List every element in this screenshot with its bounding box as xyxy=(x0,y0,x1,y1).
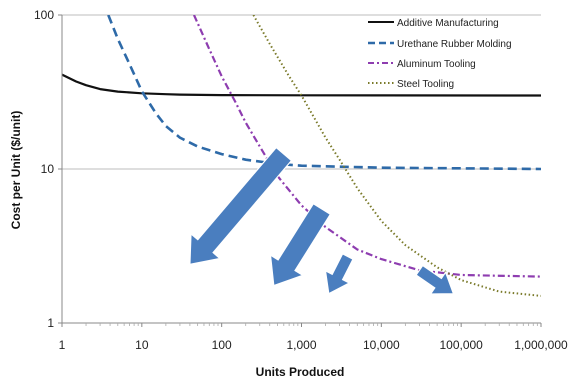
x-tick-label: 1 xyxy=(59,338,66,352)
legend-label-urethane-rubber-molding: Urethane Rubber Molding xyxy=(397,39,512,50)
series-line-aluminum-tooling xyxy=(192,15,541,278)
y-axis-title: Cost per Unit ($/unit) xyxy=(9,111,23,230)
series-line-urethane-rubber-molding xyxy=(107,15,541,171)
x-tick-label: 100,000 xyxy=(439,338,483,352)
legend-label-additive-manufacturing: Additive Manufacturing xyxy=(397,18,499,29)
y-tick-label: 10 xyxy=(41,162,55,176)
trend-arrow-4 xyxy=(415,264,455,295)
x-tick-label: 100 xyxy=(212,338,232,352)
x-tick-label: 1,000,000 xyxy=(514,338,568,352)
arrow-layer xyxy=(189,146,455,295)
legend: Additive Manufacturing Urethane Rubber M… xyxy=(368,18,512,90)
y-tick-labels: 1 10 100 xyxy=(34,8,62,330)
x-tick-label: 1,000 xyxy=(286,338,316,352)
y-tick-label: 1 xyxy=(47,316,54,330)
trend-arrow-2 xyxy=(269,202,332,287)
series-layer xyxy=(62,15,541,297)
legend-label-steel-tooling: Steel Tooling xyxy=(397,79,454,90)
y-tick-label: 100 xyxy=(34,8,54,22)
x-tick-labels: 1 10 100 1,000 10,000 100,000 1,000,000 xyxy=(59,323,568,352)
x-axis-title: Units Produced xyxy=(256,365,345,379)
x-tick-label: 10 xyxy=(135,338,149,352)
legend-label-aluminum-tooling: Aluminum Tooling xyxy=(397,59,476,70)
trend-arrow-3 xyxy=(324,253,354,295)
trend-arrow-1 xyxy=(189,146,293,266)
x-tick-label: 10,000 xyxy=(363,338,400,352)
